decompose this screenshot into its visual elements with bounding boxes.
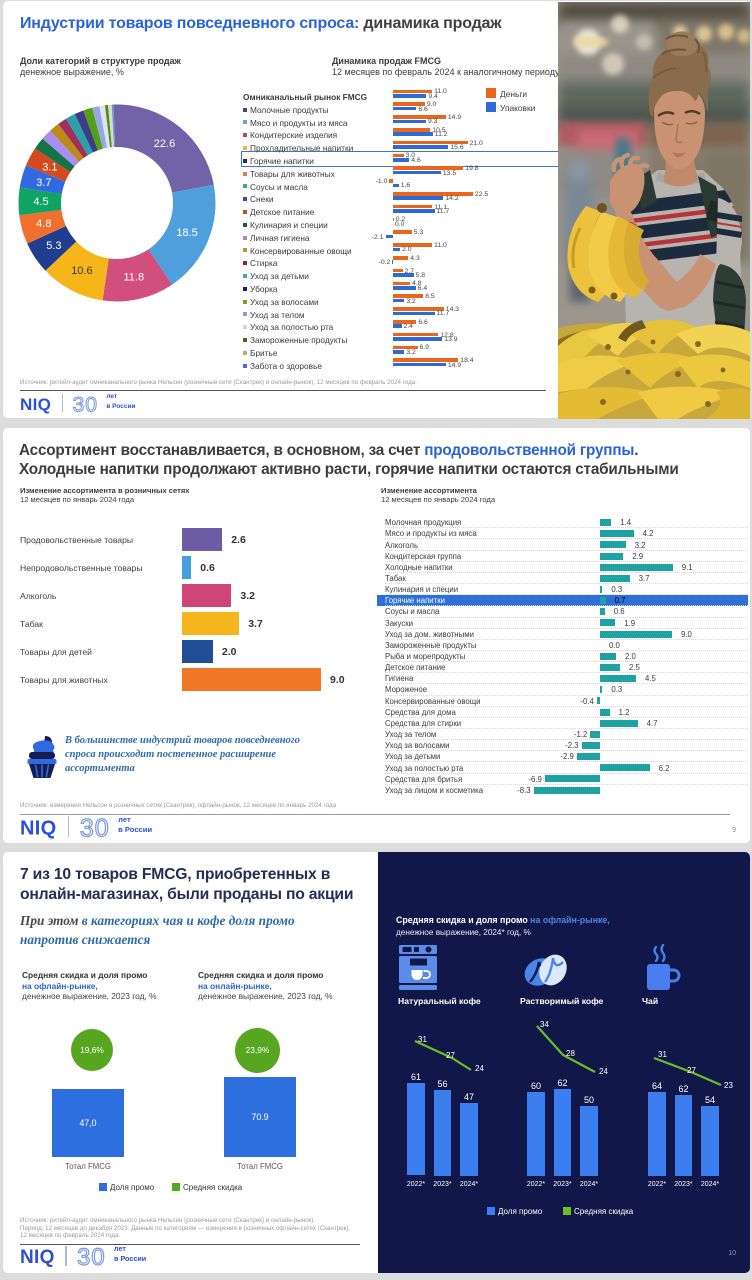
svg-text:10.6: 10.6	[71, 265, 92, 277]
svg-text:5.3: 5.3	[46, 240, 61, 252]
svg-text:3.7: 3.7	[36, 177, 51, 189]
svg-text:4.8: 4.8	[36, 218, 51, 230]
svg-text:22.6: 22.6	[154, 138, 175, 150]
svg-text:3.1: 3.1	[42, 162, 57, 174]
svg-text:18.5: 18.5	[176, 227, 197, 239]
svg-text:4.5: 4.5	[33, 196, 48, 208]
svg-text:11.8: 11.8	[124, 272, 145, 284]
